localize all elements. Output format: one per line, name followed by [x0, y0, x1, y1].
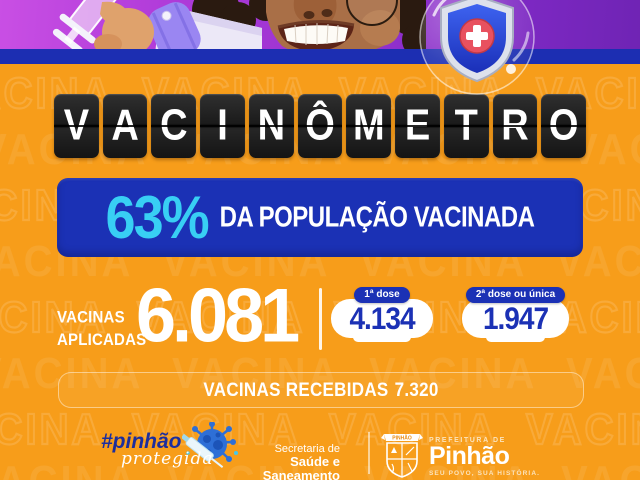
vaccinated-percent: 63% [105, 183, 210, 252]
campaign-subtitle: protegida [121, 449, 214, 469]
applied-label-line2: APLICADAS [57, 330, 147, 350]
title-letter: V [63, 102, 90, 150]
secretariat-line2: Saúde e Saneamento [262, 454, 340, 480]
city-logo: PREFEITURA DE Pinhão SEU POVO, SUA HISTÓ… [429, 437, 540, 477]
title-letter: A [111, 102, 139, 150]
flip-tile: T [443, 94, 489, 158]
flip-tile: M [346, 94, 392, 158]
title-letter: O [548, 102, 579, 150]
secretariat-line1: Secretaria de [274, 443, 340, 455]
flip-tile: R [492, 94, 538, 158]
flip-tile: Ô [297, 94, 343, 158]
campaign-logo: #pinhão protegida [101, 430, 213, 469]
received-label: VACINAS RECEBIDAS [203, 378, 389, 401]
vaccine-shield-bubble-icon [419, 0, 535, 95]
dose-pill: 4.134 [331, 299, 433, 342]
divider-band [0, 49, 640, 64]
city-tagline: SEU POVO, SUA HISTÓRIA. [429, 470, 541, 477]
dose-label: 2ª dose ou única [465, 287, 566, 303]
title-letter: Ô [305, 102, 335, 150]
flip-tile: O [541, 94, 587, 158]
received-value: 7.320 [394, 378, 439, 401]
title-letter: T [454, 102, 478, 150]
flip-tile: V [54, 94, 99, 158]
flip-tile: C [151, 94, 197, 158]
vaccinated-label: DA POPULAÇÃO VACINADA [219, 200, 535, 234]
background-watermark: VACINA VACINA VACINA VACINA [0, 350, 640, 398]
stats-divider [319, 288, 322, 350]
background-watermark: VACINA VACINA VACINA VACINA [0, 405, 640, 455]
dose-card-second: 2ª dose ou única 1.947 [462, 287, 569, 342]
flip-tile: A [102, 94, 148, 158]
dose-pill: 1.947 [462, 299, 569, 342]
received-vaccines-bar: VACINAS RECEBIDAS 7.320 [58, 372, 584, 408]
applied-vaccines-label: VACINAS APLICADAS [57, 307, 146, 352]
title-letter: R [501, 102, 529, 150]
title-letter: M [352, 102, 385, 150]
dose-value: 1.947 [482, 300, 549, 336]
title-letter: N [257, 102, 286, 150]
title-letter: E [404, 102, 431, 150]
title-letter: I [217, 102, 228, 150]
dose-card-first: 1ª dose 4.134 [331, 287, 433, 342]
population-banner: 63% DA POPULAÇÃO VACINADA [57, 178, 583, 257]
secretariat-logo: Secretaria de Saúde e Saneamento [226, 443, 340, 480]
campaign-hashtag: #pinhão [101, 430, 182, 453]
crest-banner-text: PINHÃO [392, 434, 412, 441]
flip-tile: I [200, 94, 245, 158]
flip-tile: E [395, 94, 440, 158]
flip-tile: N [248, 94, 294, 158]
background-watermark: VACINA VACINA VACINA VACINA [0, 458, 640, 480]
city-crest-icon: PINHÃO [381, 434, 423, 478]
title-letter: C [160, 102, 188, 150]
footer-divider [368, 432, 370, 474]
city-name: Pinhão [429, 442, 510, 470]
applied-label-line1: VACINAS [57, 308, 125, 328]
city-over-title: PREFEITURA DE [429, 437, 506, 444]
applied-vaccines-value: 6.081 [136, 273, 300, 359]
dose-value: 4.134 [349, 300, 415, 336]
virus-syringe-icon [182, 422, 238, 468]
dose-label: 1ª dose [354, 287, 410, 303]
flip-board-title: V A C I N Ô M E T R O [54, 94, 587, 158]
